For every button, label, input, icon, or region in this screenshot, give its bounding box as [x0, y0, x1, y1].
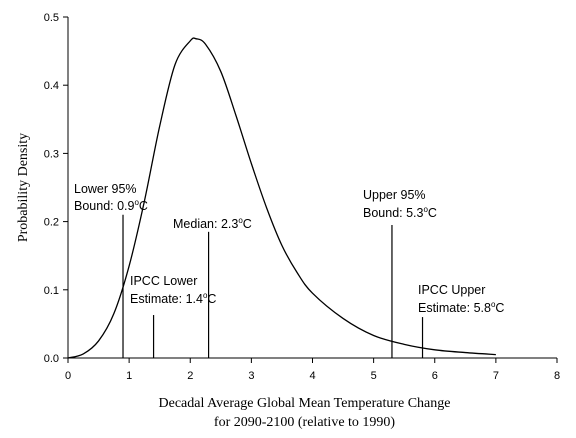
y-tick-label: 0.3: [44, 148, 59, 160]
x-tick-label: 2: [187, 370, 193, 382]
x-tick-label: 1: [126, 370, 132, 382]
marker-value-label: Median: 2.3oC: [173, 216, 252, 231]
y-tick-label: 0.1: [44, 285, 59, 297]
axis-titles: Decadal Average Global Mean Temperature …: [16, 133, 450, 430]
axes: 0 1 2 3 4 5 6 7 8 0.0 0.1 0.2 0.3 0.4 0.5: [44, 12, 560, 382]
marker-value-label: Estimate: 5.8oC: [418, 300, 504, 315]
y-tick-label: 0.2: [44, 217, 59, 229]
y-tick-label: 0.0: [44, 353, 59, 365]
marker-label: IPCC Upper: [418, 283, 485, 297]
x-tick-label: 3: [248, 370, 254, 382]
y-axis-title: Probability Density: [16, 133, 31, 242]
marker-label: Lower 95%: [74, 182, 137, 196]
marker-label: IPCC Lower: [130, 274, 197, 288]
x-axis-title-line-2: for 2090-2100 (relative to 1990): [214, 415, 396, 430]
x-tick-label: 6: [432, 370, 438, 382]
density-curve: [67, 37, 496, 359]
x-tick-label: 0: [65, 370, 71, 382]
x-tick-label: 8: [554, 370, 560, 382]
x-tick-label: 5: [371, 370, 377, 382]
marker-label: Upper 95%: [363, 188, 426, 202]
marker-layer: Lower 95% Bound: 0.9oC IPCC Lower Estimate:…: [74, 182, 504, 358]
curve-layer: [67, 37, 496, 359]
marker-value-label: Bound: 0.9oC: [74, 198, 148, 213]
y-tick-label: 0.5: [44, 12, 59, 24]
y-tick-label: 0.4: [44, 80, 59, 92]
x-tick-label: 4: [309, 370, 315, 382]
marker-value-label: Bound: 5.3oC: [363, 205, 437, 220]
marker-value-label: Estimate: 1.4oC: [130, 291, 216, 306]
x-axis-title-line-1: Decadal Average Global Mean Temperature …: [159, 396, 451, 411]
x-tick-label: 7: [493, 370, 499, 382]
